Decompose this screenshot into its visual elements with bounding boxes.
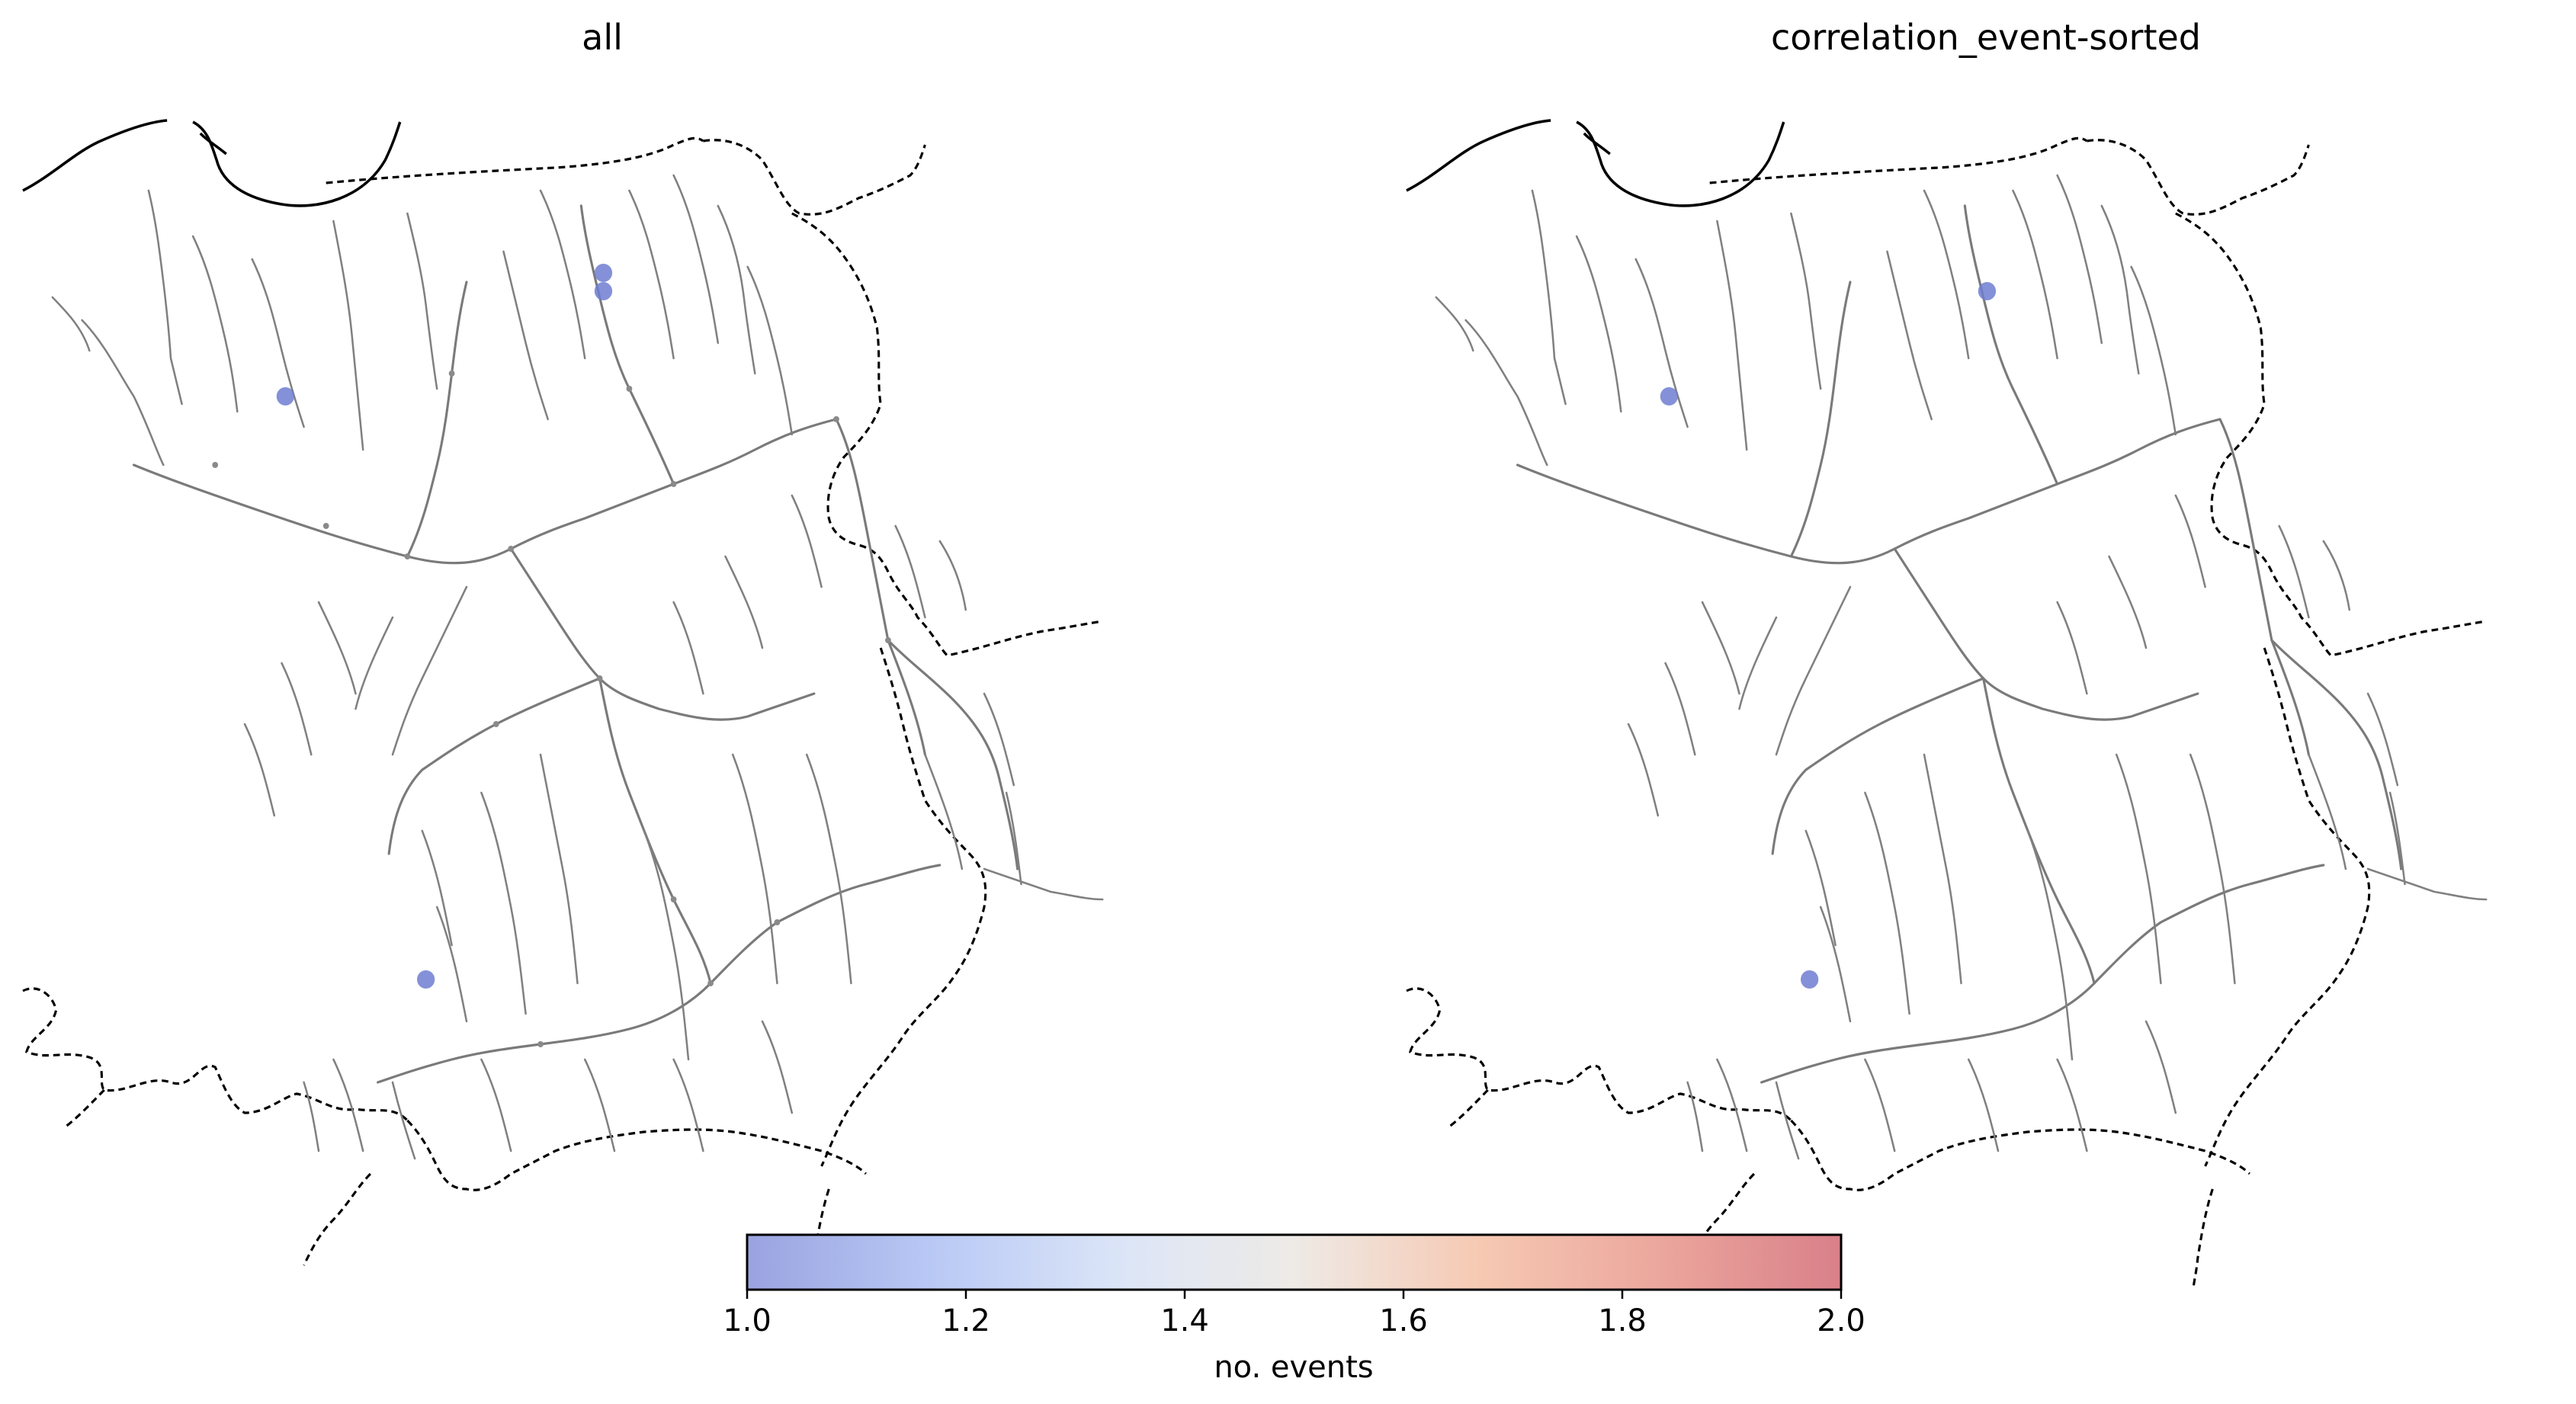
station-south-marker[interactable] — [417, 970, 435, 989]
colorbar-tick-label: 1.6 — [1379, 1303, 1428, 1338]
station-west-marker[interactable] — [1660, 387, 1678, 405]
station-south-marker[interactable] — [1801, 970, 1819, 989]
colorbar-tick-label: 1.4 — [1160, 1303, 1209, 1338]
panel-title: all — [582, 17, 623, 58]
colorbar-gradient — [746, 1233, 1843, 1291]
station-north-1-marker[interactable] — [594, 264, 613, 282]
river-network — [21, 119, 1105, 1290]
panel-title: correlation_event-sorted — [1771, 17, 2201, 58]
colorbar-ticks: 1.0 1.2 1.4 1.6 1.8 2.0 — [723, 1290, 1865, 1338]
colorbar-tick-label: 2.0 — [1817, 1303, 1865, 1338]
colorbar: 1.0 1.2 1.4 1.6 1.8 2.0 no. events — [723, 1233, 1865, 1385]
map-panel-correlation: correlation_event-sorted — [1405, 17, 2488, 1290]
gauge-points — [212, 370, 891, 1047]
colorbar-label: no. events — [1214, 1350, 1373, 1385]
colorbar-tick-label: 1.0 — [723, 1303, 772, 1338]
event-stations — [1660, 282, 1997, 989]
map-panel-all: all — [21, 17, 1105, 1290]
station-north-2-marker[interactable] — [1978, 282, 1997, 300]
colorbar-tick-label: 1.2 — [942, 1303, 990, 1338]
event-stations — [276, 264, 613, 989]
colorbar-tick-label: 1.8 — [1598, 1303, 1647, 1338]
river-network — [1405, 119, 2488, 1290]
station-north-2-marker[interactable] — [594, 282, 613, 300]
station-west-marker[interactable] — [276, 387, 294, 405]
